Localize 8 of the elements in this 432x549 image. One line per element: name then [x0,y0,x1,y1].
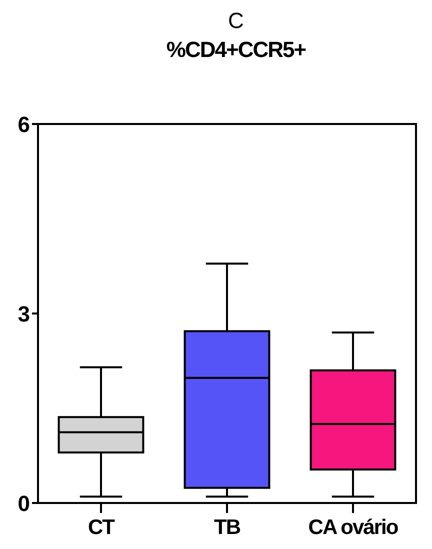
y-tick-label: 3 [18,301,30,326]
chart-title: C [228,8,244,33]
chart-subtitle: %CD4+CCR5+ [166,37,306,62]
x-tick-label: TB [214,516,241,539]
y-tick-label: 0 [18,490,30,516]
y-tick-label: 6 [18,112,30,137]
x-tick-label: CT [88,516,116,539]
x-tick-label: CA ovário [308,516,398,539]
